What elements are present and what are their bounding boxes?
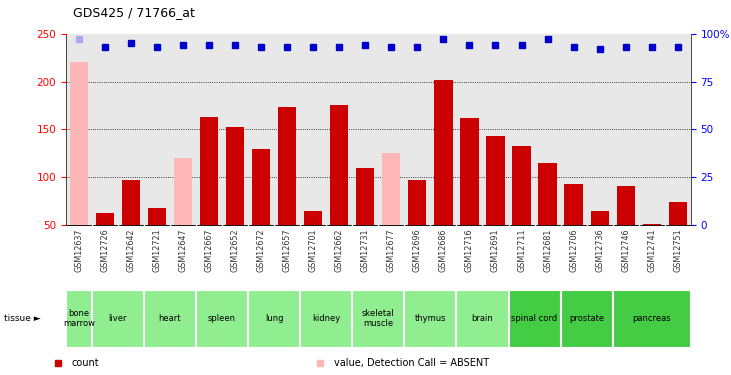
Bar	[92, 290, 144, 348]
Bar	[669, 202, 687, 225]
Text: spinal cord: spinal cord	[512, 314, 558, 323]
Bar	[539, 163, 557, 225]
Bar	[69, 63, 88, 225]
Text: GSM12736: GSM12736	[595, 228, 604, 272]
Bar	[200, 117, 218, 225]
Text: GSM12642: GSM12642	[126, 228, 135, 272]
Text: GSM12716: GSM12716	[465, 228, 474, 272]
Text: count: count	[72, 358, 99, 368]
Text: GSM12751: GSM12751	[673, 228, 682, 272]
Bar	[174, 158, 192, 225]
Bar	[304, 211, 322, 225]
Text: kidney: kidney	[312, 314, 341, 323]
Bar	[382, 153, 401, 225]
Text: GSM12686: GSM12686	[439, 228, 448, 272]
Text: GSM12741: GSM12741	[647, 228, 656, 272]
Text: brain: brain	[471, 314, 493, 323]
Bar	[300, 290, 352, 348]
Text: GSM12691: GSM12691	[491, 228, 500, 272]
Text: GSM12746: GSM12746	[621, 228, 630, 272]
Bar	[561, 290, 613, 348]
Bar	[356, 168, 374, 225]
Bar	[252, 148, 270, 225]
Text: GSM12731: GSM12731	[361, 228, 370, 272]
Bar	[486, 136, 504, 225]
Text: GSM12667: GSM12667	[205, 228, 213, 272]
Text: tissue ►: tissue ►	[4, 314, 40, 323]
Bar	[66, 290, 92, 348]
Bar	[96, 213, 114, 225]
Text: GSM12677: GSM12677	[387, 228, 395, 272]
Text: spleen: spleen	[208, 314, 236, 323]
Bar	[352, 290, 404, 348]
Text: GSM12672: GSM12672	[257, 228, 265, 272]
Bar	[248, 290, 300, 348]
Bar	[509, 290, 561, 348]
Text: GSM12657: GSM12657	[283, 228, 292, 272]
Text: skeletal
muscle: skeletal muscle	[362, 309, 395, 328]
Text: GSM12711: GSM12711	[517, 228, 526, 272]
Text: GSM12637: GSM12637	[75, 228, 83, 272]
Text: prostate: prostate	[569, 314, 605, 323]
Text: GSM12647: GSM12647	[178, 228, 187, 272]
Text: pancreas: pancreas	[632, 314, 671, 323]
Bar	[278, 107, 296, 225]
Text: GSM12652: GSM12652	[230, 228, 240, 272]
Bar	[404, 290, 456, 348]
Bar	[512, 146, 531, 225]
Bar	[148, 208, 166, 225]
Bar	[122, 180, 140, 225]
Bar	[461, 118, 479, 225]
Bar	[616, 186, 635, 225]
Text: heart: heart	[159, 314, 181, 323]
Bar	[613, 290, 691, 348]
Text: liver: liver	[109, 314, 127, 323]
Bar	[408, 180, 426, 225]
Text: GSM12706: GSM12706	[569, 228, 578, 272]
Bar	[456, 290, 509, 348]
Text: GSM12721: GSM12721	[153, 228, 162, 272]
Text: GSM12701: GSM12701	[308, 228, 318, 272]
Bar	[643, 224, 661, 225]
Text: bone
marrow: bone marrow	[63, 309, 95, 328]
Bar	[226, 126, 244, 225]
Text: GDS425 / 71766_at: GDS425 / 71766_at	[73, 6, 195, 19]
Bar	[591, 211, 609, 225]
Bar	[144, 290, 196, 348]
Bar	[196, 290, 248, 348]
Text: GSM12681: GSM12681	[543, 228, 552, 272]
Text: GSM12726: GSM12726	[100, 228, 110, 272]
Text: GSM12662: GSM12662	[335, 228, 344, 272]
Bar	[330, 105, 349, 225]
Text: GSM12696: GSM12696	[413, 228, 422, 272]
Bar	[434, 80, 452, 225]
Text: lung: lung	[265, 314, 284, 323]
Text: value, Detection Call = ABSENT: value, Detection Call = ABSENT	[334, 358, 489, 368]
Bar	[564, 184, 583, 225]
Text: thymus: thymus	[414, 314, 446, 323]
